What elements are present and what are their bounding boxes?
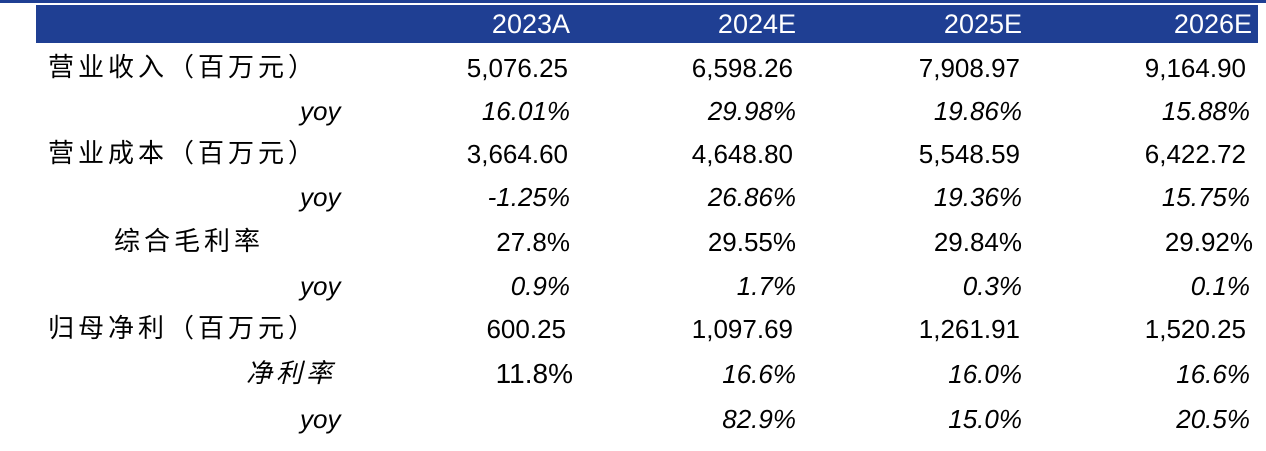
cell-value: 82.9% [722,404,796,434]
cell-value: -1.25% [487,182,570,212]
cell-value: 15.88% [1161,96,1250,126]
table-row: 营业成本（百万元） 3,664.60 4,648.80 5,548.59 6,4… [0,132,1266,176]
table-row: yoy 16.01% 29.98% 19.86% 15.88% [0,89,1266,133]
col-header-2023a: 2023A [491,9,570,39]
cell-value: 1.7% [736,271,796,301]
cell-value: 1,520.25 [1144,314,1246,344]
cell-value: 1,261.91 [918,314,1020,344]
row-label-yoy: yoy [300,182,341,212]
cell-value: 16.6% [722,359,796,389]
cell-value [380,397,570,441]
row-label-cost: 营业成本（百万元） [48,139,319,169]
cell-value: 26.86% [707,182,796,212]
table-row: yoy 0.9% 1.7% 0.3% 0.1% [0,264,1266,308]
cell-value: 6,422.72 [1144,139,1246,169]
cell-value: 29.92% [1164,227,1253,257]
table-row: 综合毛利率 27.8% 29.55% 29.84% 29.92% [0,220,1266,264]
row-label-net-profit: 归母净利（百万元） [48,314,319,344]
cell-value: 29.98% [707,96,796,126]
cell-value: 1,097.69 [691,314,793,344]
row-label-yoy: yoy [300,96,341,126]
cell-value: 16.6% [1176,359,1250,389]
row-label-revenue: 营业收入（百万元） [48,53,319,83]
col-header-2024e: 2024E [717,9,796,39]
cell-value: 9,164.90 [1144,53,1246,83]
cell-value: 19.86% [933,96,1022,126]
cell-value: 0.3% [962,271,1022,301]
table-row: yoy -1.25% 26.86% 19.36% 15.75% [0,175,1266,219]
cell-value: 20.5% [1176,404,1250,434]
table-row: 净利率 11.8% 16.6% 16.0% 16.6% [0,352,1266,396]
cell-value: 5,548.59 [918,139,1020,169]
row-label-gross-margin: 综合毛利率 [114,227,265,257]
row-label-yoy: yoy [300,271,341,301]
table-header-bar [36,5,1258,43]
cell-value: 7,908.97 [918,53,1020,83]
row-label-net-margin: 净利率 [246,359,337,389]
top-rule [0,0,1266,3]
cell-value: 3,664.60 [466,139,568,169]
cell-value: 5,076.25 [466,53,568,83]
col-header-2025e: 2025E [943,9,1022,39]
col-header-2026e: 2026E [1173,9,1252,39]
cell-value: 6,598.26 [691,53,793,83]
cell-value: 16.0% [948,359,1022,389]
cell-value: 19.36% [933,182,1022,212]
cell-value: 15.75% [1161,182,1250,212]
cell-value: 29.55% [707,227,796,257]
cell-value: 16.01% [481,96,570,126]
row-label-yoy: yoy [300,404,341,434]
cell-value: 29.84% [933,227,1022,257]
table-row: 归母净利（百万元） 600.25 1,097.69 1,261.91 1,520… [0,307,1266,351]
cell-value: 27.8% [496,227,570,257]
table-row: 营业收入（百万元） 5,076.25 6,598.26 7,908.97 9,1… [0,46,1266,90]
cell-value: 11.8% [495,358,573,389]
table-row: yoy 82.9% 15.0% 20.5% [0,397,1266,441]
cell-value: 0.1% [1190,271,1250,301]
cell-value: 600.25 [486,314,566,344]
cell-value: 15.0% [948,404,1022,434]
cell-value: 0.9% [510,271,570,301]
cell-value: 4,648.80 [691,139,793,169]
